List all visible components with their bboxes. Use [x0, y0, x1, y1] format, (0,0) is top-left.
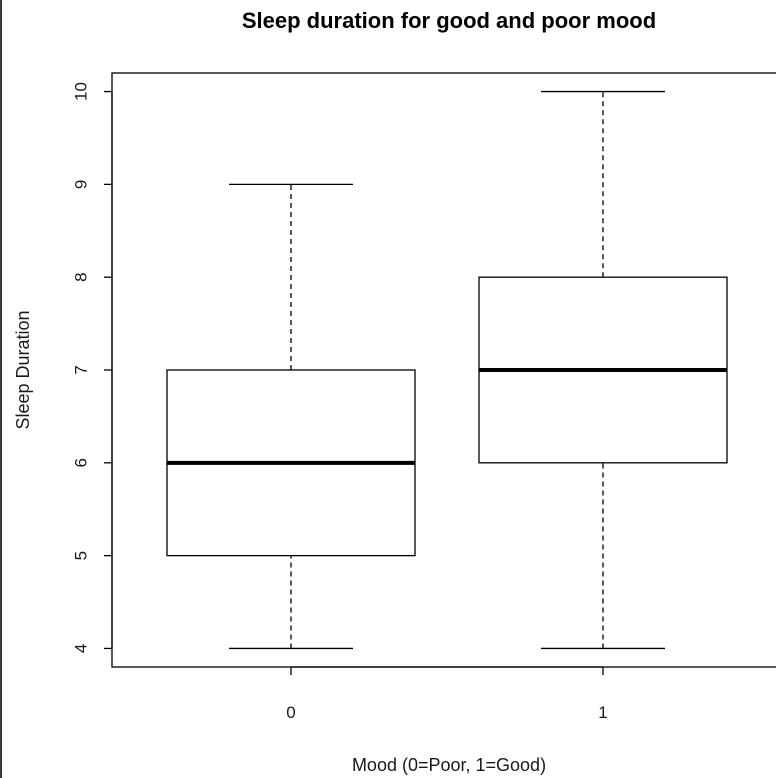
box-group-0 [166, 183, 416, 650]
y-tick-label: 7 [71, 365, 90, 374]
x-tick-label: 1 [598, 703, 607, 722]
y-tick-label: 4 [71, 644, 90, 653]
y-axis-label: Sleep Duration [13, 310, 33, 429]
x-axis-label: Mood (0=Poor, 1=Good) [352, 755, 546, 775]
y-axis: 4 5 6 7 8 9 10 [71, 82, 113, 653]
y-tick-label: 5 [71, 551, 90, 560]
y-tick-label: 9 [71, 180, 90, 189]
x-tick-label: 0 [286, 703, 295, 722]
y-tick-label: 8 [71, 272, 90, 281]
y-tick-label: 6 [71, 458, 90, 467]
boxes-layer [166, 90, 728, 650]
window-left-edge [0, 0, 2, 778]
chart-title: Sleep duration for good and poor mood [242, 8, 656, 33]
box-group-1 [478, 90, 728, 650]
y-tick-label: 10 [71, 82, 90, 101]
